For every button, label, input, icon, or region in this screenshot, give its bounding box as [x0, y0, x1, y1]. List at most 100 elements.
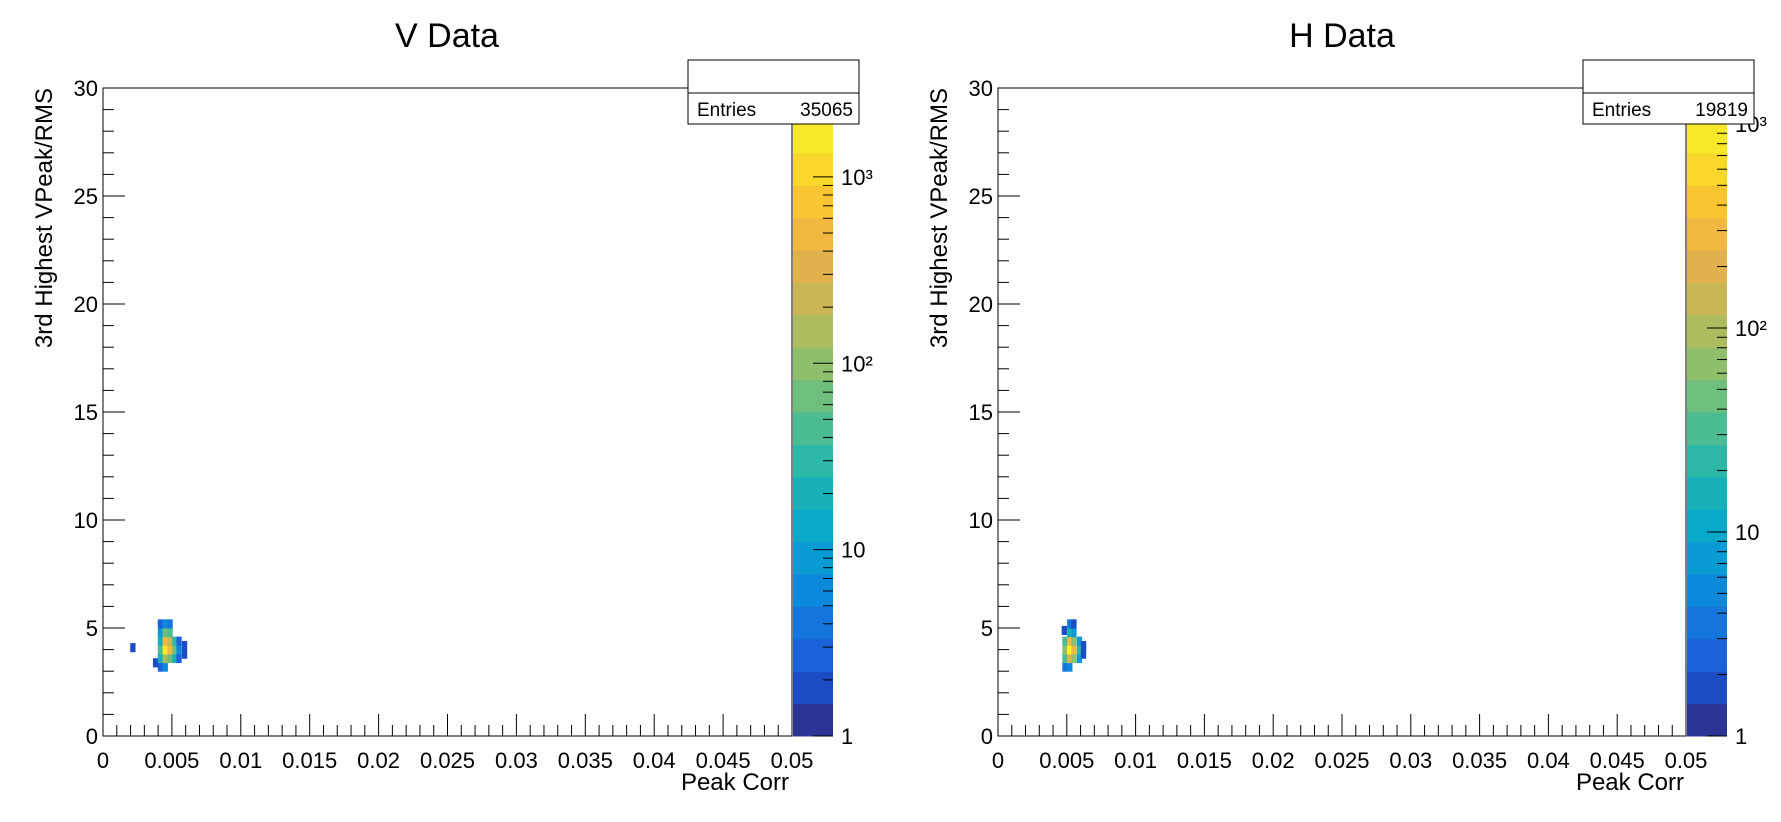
- heatmap-bin: [162, 653, 168, 664]
- x-tick-label: 0.05: [1665, 748, 1708, 773]
- colorbar-segment: [793, 314, 833, 348]
- stats-entries-label: Entries: [697, 100, 756, 121]
- x-tick-label: 0.03: [495, 748, 538, 773]
- colorbar-segment: [1687, 314, 1727, 348]
- colorbar-label: 10: [841, 538, 865, 563]
- heatmap-bin: [1076, 636, 1083, 646]
- heatmap-bin: [167, 645, 173, 655]
- colorbar-segment: [793, 638, 833, 672]
- heatmap-bin: [1062, 653, 1068, 664]
- colorbar-label: 10²: [1735, 316, 1767, 341]
- heatmap-bin: [181, 640, 188, 651]
- heatmap-bin: [157, 662, 164, 672]
- x-tick-label: 0.03: [1389, 748, 1432, 773]
- colorbar-segment: [1687, 185, 1727, 219]
- colorbar-segment: [1687, 671, 1727, 705]
- colorbar-label: 10²: [841, 351, 873, 376]
- colorbar-segment: [793, 379, 833, 413]
- x-tick-label: 0.005: [144, 748, 199, 773]
- colorbar-segment: [1687, 509, 1727, 543]
- panel-v-data: 0 0.005 0.01 0.015 0.02 0.025 0.03 0.035 0.04 0.0…: [31, 17, 873, 796]
- x-tick-label: 0.035: [1452, 748, 1507, 773]
- heatmap-bin: [1071, 645, 1077, 655]
- y-tick-label: 5: [981, 616, 993, 641]
- heatmap-bin: [157, 628, 164, 638]
- heatmap-bin: [162, 636, 168, 646]
- x-tick-label: 0.035: [558, 748, 613, 773]
- heatmap-bin: [1067, 653, 1073, 664]
- colorbar-segment: [793, 509, 833, 543]
- colorbar-segment: [793, 152, 833, 186]
- heatmap-bin: [1062, 662, 1068, 672]
- x-axis-label: Peak Corr: [681, 769, 789, 796]
- y-tick-label: 15: [74, 400, 98, 425]
- y-tick-label: 20: [74, 292, 98, 317]
- colorbar-segment: [1687, 638, 1727, 672]
- heatmap-bin: [1067, 619, 1073, 629]
- colorbar-segment: [793, 217, 833, 251]
- colorbar-segment: [1687, 120, 1727, 154]
- x-tick-label: 0.01: [219, 748, 262, 773]
- heatmap-bin: [1076, 653, 1083, 664]
- heatmap-bin: [130, 643, 136, 653]
- heatmap-bin: [1080, 649, 1087, 659]
- y-tick-label: 20: [969, 292, 993, 317]
- colorbar-segment: [793, 250, 833, 283]
- y-axis-label: 3rd Highest VPeak/RMS: [926, 88, 953, 348]
- y-tick-label: 10: [969, 508, 993, 533]
- colorbar-label: 1: [1735, 724, 1747, 749]
- x-tick-label: 0.04: [1527, 748, 1570, 773]
- stats-box: Entries 19819: [1582, 59, 1755, 125]
- x-tick-label: 0: [97, 748, 109, 773]
- colorbar-segment: [1687, 541, 1727, 575]
- heatmap-bin: [167, 619, 173, 629]
- plot-frame: [997, 87, 1687, 737]
- heatmap-bin: [1067, 628, 1073, 638]
- heatmap-bin: [1071, 636, 1077, 646]
- heatmap-bin: [1062, 645, 1068, 655]
- x-tick-label: 0.05: [771, 748, 814, 773]
- x-tick-label: 0.045: [1590, 748, 1645, 773]
- x-axis-label: Peak Corr: [1576, 769, 1684, 796]
- colorbar-segment: [793, 120, 833, 154]
- y-tick-label: 0: [86, 724, 98, 749]
- heatmap-bin: [1067, 645, 1073, 655]
- colorbar-segment: [1687, 444, 1727, 478]
- y-tick-label: 30: [969, 76, 993, 101]
- x-tick-label: 0.005: [1039, 748, 1094, 773]
- heatmap-bin: [157, 645, 164, 655]
- heatmap-bin: [162, 619, 168, 629]
- y-tick-label: 10: [74, 508, 98, 533]
- stats-entries-value: 19819: [1695, 100, 1748, 121]
- x-tick-label: 0.02: [357, 748, 400, 773]
- colorbar-segment: [1687, 574, 1727, 607]
- x-tick-label: 0.04: [633, 748, 676, 773]
- heatmap-bin: [172, 645, 178, 655]
- y-tick-label: 25: [74, 184, 98, 209]
- x-tick-label: 0.025: [420, 748, 475, 773]
- heatmap-bin: [1080, 640, 1087, 651]
- heatmap-bin: [172, 653, 178, 664]
- y-tick-label: 0: [981, 724, 993, 749]
- heatmap-bin: [167, 636, 173, 646]
- heatmap-bin: [1061, 625, 1067, 635]
- heatmap-bin: [1062, 636, 1068, 646]
- panel-h-data: 0 0.005 0.01 0.015 0.02 0.025 0.03 0.035 0.04 0.0…: [926, 17, 1767, 796]
- colorbar-segment: [793, 574, 833, 607]
- heatmap-bin: [157, 653, 164, 664]
- chart-title: H Data: [1289, 17, 1395, 55]
- heatmap-bin: [1071, 619, 1077, 629]
- colorbar-segment: [1687, 347, 1727, 381]
- x-tick-label: 0: [992, 748, 1004, 773]
- colorbar-segment: [1687, 703, 1727, 737]
- colorbar-segment: [1687, 217, 1727, 251]
- heatmap-bin: [167, 653, 173, 664]
- colorbar-segment: [1687, 476, 1727, 510]
- heatmap-bin: [157, 619, 164, 629]
- colorbar-label: 1: [841, 724, 853, 749]
- colorbar-label: 10³: [841, 165, 873, 190]
- heatmap-bin: [172, 636, 178, 646]
- x-tick-label: 0.025: [1314, 748, 1369, 773]
- heatmap-bin: [162, 662, 168, 672]
- stats-entries-label: Entries: [1592, 100, 1651, 121]
